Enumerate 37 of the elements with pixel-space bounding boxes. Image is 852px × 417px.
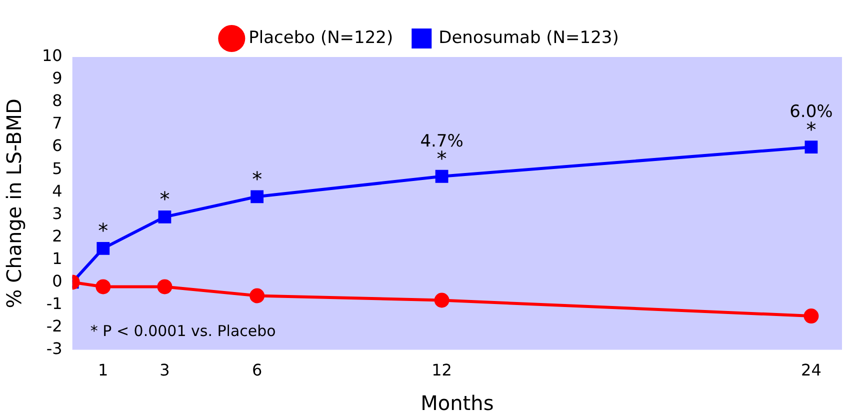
y-tick-label: 5 (52, 158, 62, 178)
legend-label: Placebo (N=122) (248, 28, 394, 48)
annotation: * P < 0.0001 vs. Placebo (90, 322, 276, 340)
point (96, 242, 110, 255)
annotation: * (160, 187, 170, 212)
y-tick-label: 3 (52, 204, 62, 223)
point (250, 190, 264, 204)
x-tick-label: 12 (432, 360, 452, 380)
y-tick-label: 0 (52, 271, 62, 290)
y-axis-title: % Change in LS-BMD (2, 98, 26, 308)
point (434, 292, 450, 308)
y-tick-label: 4 (52, 181, 62, 200)
annotation: * (98, 218, 108, 243)
y-tick-label: 1 (52, 248, 62, 268)
point (435, 170, 448, 183)
y-tick-label: 2 (52, 226, 62, 246)
y-tick-label: 7 (52, 114, 62, 133)
x-tick-label: 24 (801, 360, 822, 380)
y-tick-label: -1 (46, 294, 62, 313)
y-tick-label: -2 (46, 316, 62, 336)
x-tick-label: 6 (252, 360, 262, 380)
point (250, 288, 265, 304)
y-tick-label: 8 (52, 91, 62, 110)
point (158, 210, 172, 224)
x-tick-label: 1 (98, 360, 108, 380)
y-tick-label: 9 (52, 68, 62, 88)
y-tick-label: 6 (52, 136, 62, 156)
point (157, 279, 172, 294)
point (804, 308, 819, 324)
x-axis-title: Months (420, 391, 494, 416)
point (804, 140, 818, 154)
y-tick-label: -3 (46, 338, 62, 358)
y-tick-label: 10 (42, 46, 62, 66)
point (96, 279, 111, 294)
legend-label: Denosumab (N=123) (438, 28, 619, 48)
annotation: * (252, 166, 262, 191)
x-tick-label: 3 (160, 360, 170, 380)
